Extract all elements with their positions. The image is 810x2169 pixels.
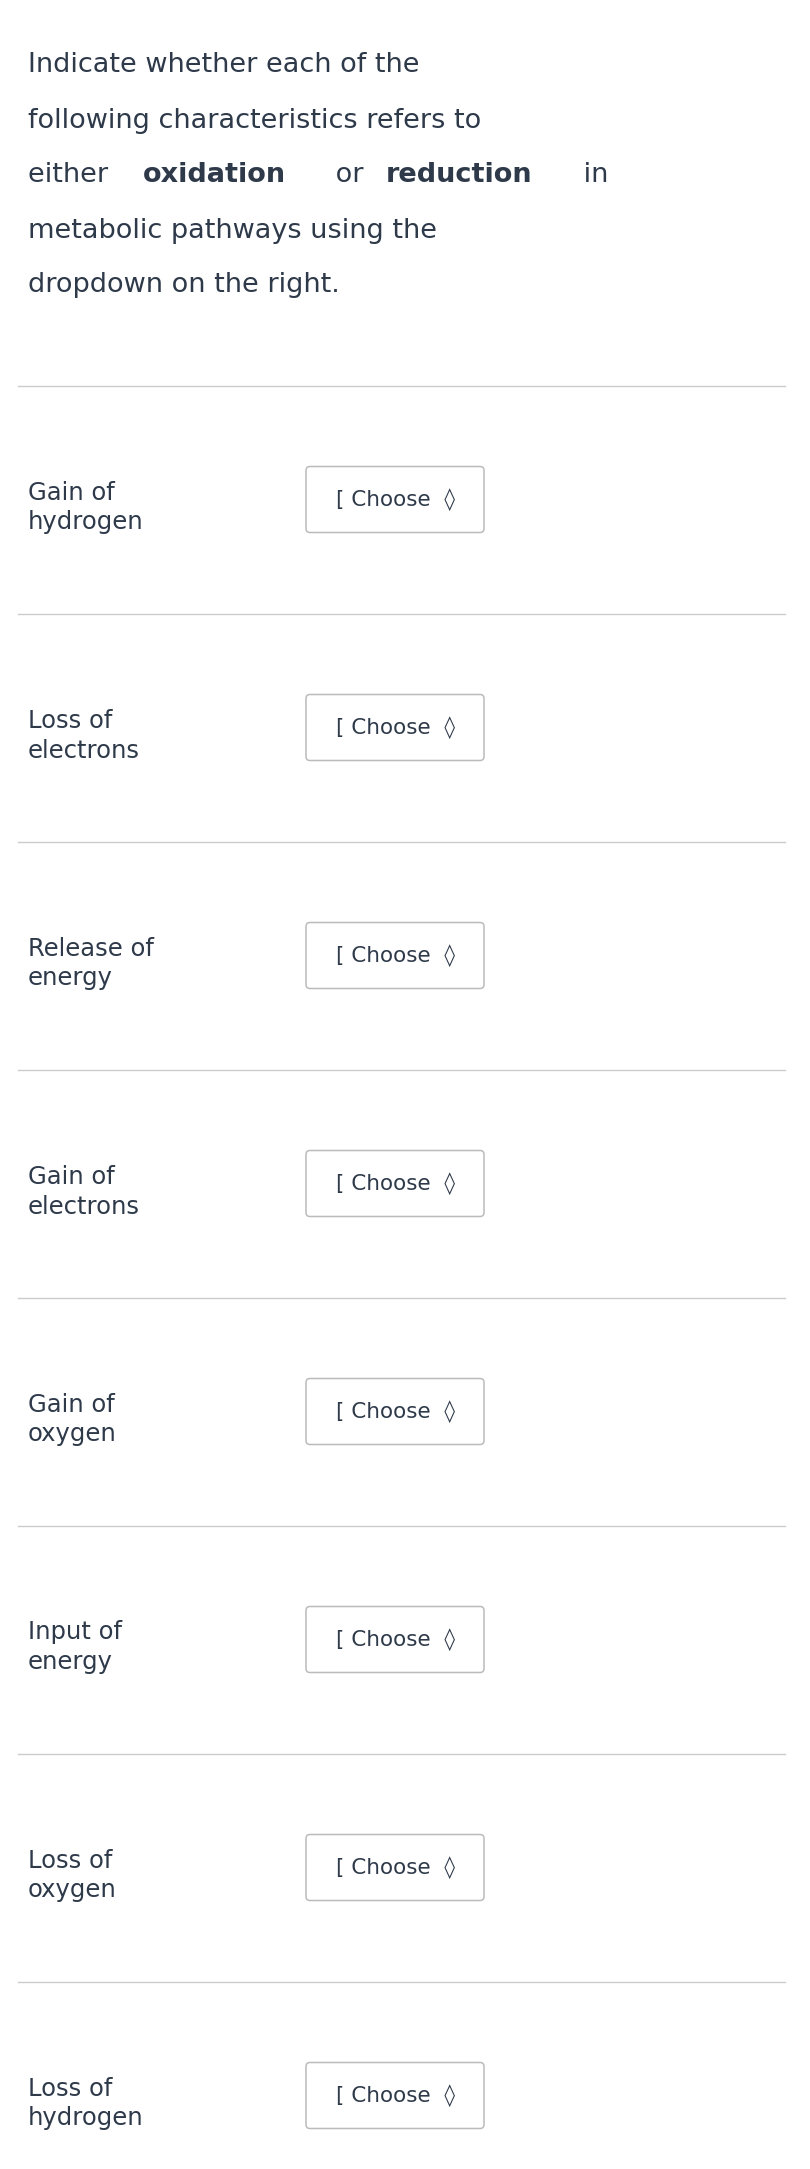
Text: Loss of: Loss of: [28, 1848, 113, 1872]
Text: energy: energy: [28, 1651, 113, 1674]
Text: following characteristics refers to: following characteristics refers to: [28, 108, 481, 134]
Text: Indicate whether each of the: Indicate whether each of the: [28, 52, 420, 78]
Text: either: either: [28, 163, 117, 189]
Text: in: in: [574, 163, 608, 189]
Text: hydrogen: hydrogen: [28, 510, 143, 534]
Text: reduction: reduction: [386, 163, 532, 189]
Text: Loss of: Loss of: [28, 2076, 113, 2100]
Text: electrons: electrons: [28, 1195, 140, 1219]
FancyBboxPatch shape: [306, 1379, 484, 1445]
Text: or: or: [327, 163, 373, 189]
Text: dropdown on the right.: dropdown on the right.: [28, 273, 339, 299]
FancyBboxPatch shape: [306, 466, 484, 534]
Text: [ Choose  ◊: [ Choose ◊: [335, 488, 454, 512]
Text: [ Choose  ◊: [ Choose ◊: [335, 1857, 454, 1878]
Text: oxygen: oxygen: [28, 1423, 117, 1447]
FancyBboxPatch shape: [306, 1607, 484, 1672]
Text: metabolic pathways using the: metabolic pathways using the: [28, 217, 437, 243]
Text: oxidation: oxidation: [143, 163, 286, 189]
Text: [ Choose  ◊: [ Choose ◊: [335, 944, 454, 967]
Text: Gain of: Gain of: [28, 1165, 115, 1189]
FancyBboxPatch shape: [306, 2063, 484, 2128]
Text: [ Choose  ◊: [ Choose ◊: [335, 1629, 454, 1651]
FancyBboxPatch shape: [306, 694, 484, 761]
Text: Gain of: Gain of: [28, 482, 115, 505]
FancyBboxPatch shape: [306, 1835, 484, 1900]
Text: Input of: Input of: [28, 1620, 122, 1644]
Text: [ Choose  ◊: [ Choose ◊: [335, 716, 454, 740]
Text: [ Choose  ◊: [ Choose ◊: [335, 1171, 454, 1195]
Text: hydrogen: hydrogen: [28, 2106, 143, 2130]
FancyBboxPatch shape: [306, 1150, 484, 1217]
Text: oxygen: oxygen: [28, 1878, 117, 1902]
Text: [ Choose  ◊: [ Choose ◊: [335, 1399, 454, 1423]
FancyBboxPatch shape: [306, 922, 484, 989]
Text: Loss of: Loss of: [28, 709, 113, 733]
Text: electrons: electrons: [28, 737, 140, 763]
Text: Release of: Release of: [28, 937, 154, 961]
Text: Gain of: Gain of: [28, 1392, 115, 1416]
Text: energy: energy: [28, 967, 113, 991]
Text: [ Choose  ◊: [ Choose ◊: [335, 2084, 454, 2106]
